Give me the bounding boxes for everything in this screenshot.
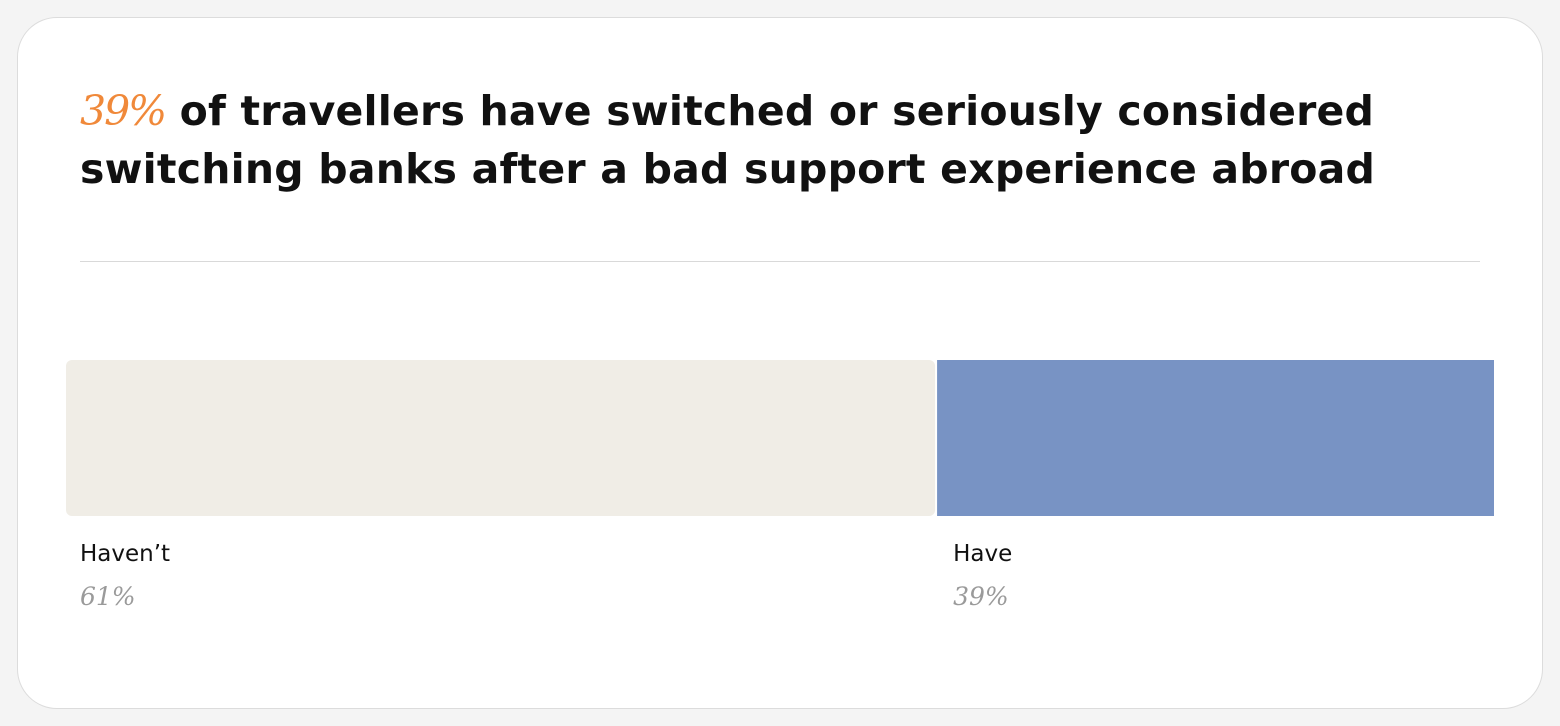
value-label: 39% [953,582,1009,611]
segment-label: Haven’t [80,541,170,567]
chart-title: 39% of travellers have switched or serio… [80,82,1400,198]
bar-segment [66,360,936,516]
segment-label: Have [953,541,1012,567]
divider [80,261,1480,262]
title-highlight: 39% [80,87,167,135]
title-text: of travellers have switched or seriously… [80,87,1376,193]
value-label: 61% [80,582,136,611]
bar-segment [937,360,1494,516]
